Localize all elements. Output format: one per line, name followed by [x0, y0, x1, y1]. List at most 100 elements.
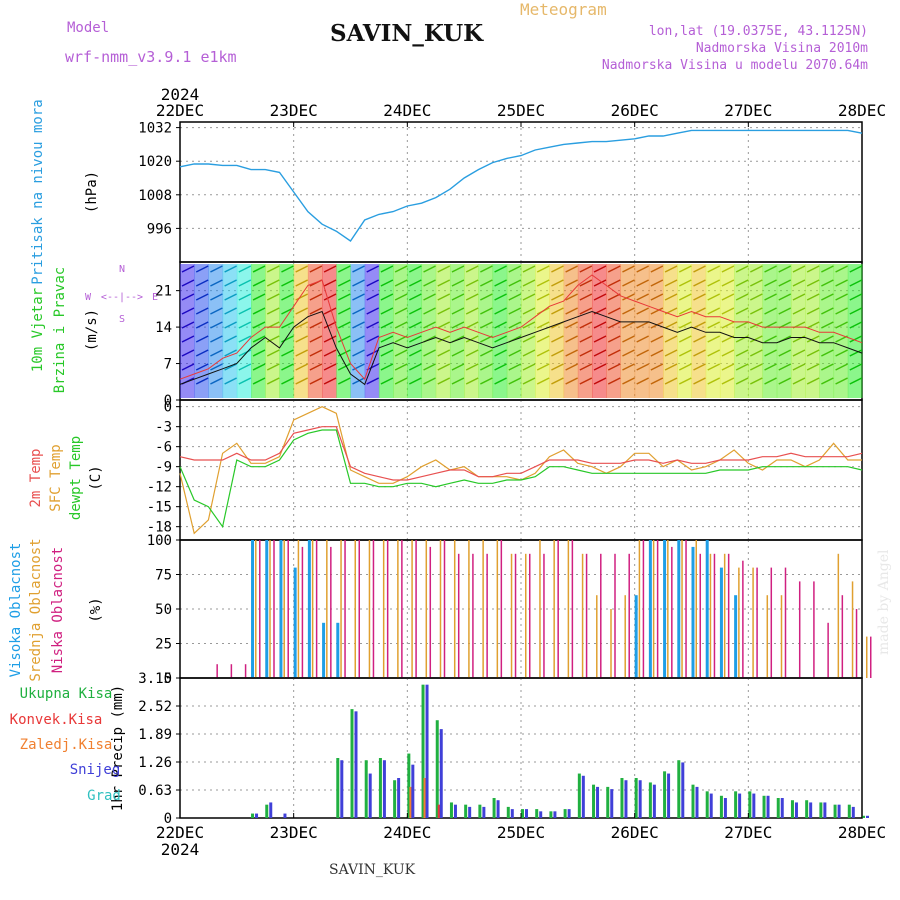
- wind-barb: [806, 349, 820, 357]
- wind-barb: [323, 349, 337, 357]
- cloud-high-bar: [705, 540, 709, 678]
- wind-barb: [579, 321, 593, 329]
- model-elevation-info: Nadmorska Visina u modelu 2070.64m: [601, 58, 868, 73]
- wind-barb: [579, 363, 593, 371]
- x-bottom-year-label: 2024: [161, 840, 200, 859]
- x-top-tick-label: 22DEC: [156, 101, 204, 120]
- wind-barb: [522, 349, 536, 357]
- cloud-low-bar: [798, 581, 801, 678]
- wind-color-band: [606, 264, 621, 398]
- wind-barb: [778, 377, 792, 385]
- wind-barb: [835, 307, 848, 315]
- panel-frame: [179, 121, 863, 263]
- wind-barb: [735, 307, 749, 315]
- precip-total-bar: [464, 804, 468, 818]
- wind-barb: [522, 265, 536, 273]
- cloud-mid-bar: [539, 540, 541, 678]
- precip-total-bar: [705, 791, 709, 818]
- wind-barb: [636, 321, 650, 329]
- wind-barb: [366, 279, 380, 287]
- wind-barb: [281, 377, 294, 385]
- wind-barb: [508, 363, 522, 371]
- wind-barb: [551, 335, 564, 343]
- wind-color-band: [194, 264, 209, 398]
- precip-snow-bar: [496, 800, 500, 818]
- wind-barb: [607, 293, 621, 301]
- cloud-low-bar: [855, 609, 858, 678]
- wind-barb: [764, 335, 777, 343]
- wind-barb: [778, 265, 792, 273]
- wind-barb: [437, 293, 451, 301]
- cloud-low-bar: [273, 540, 275, 678]
- wind-barb: [394, 307, 408, 315]
- wind-barb: [749, 349, 763, 357]
- wind-barb: [181, 349, 195, 357]
- precip-total-bar: [862, 815, 865, 818]
- wind-barb: [749, 363, 763, 371]
- wind-barb: [408, 321, 422, 329]
- wind-barb: [451, 363, 465, 371]
- wind-barb: [408, 349, 422, 357]
- wind-barb: [636, 335, 650, 343]
- precip-total-bar: [719, 795, 723, 818]
- y-tick-label: 0: [164, 393, 172, 409]
- wind-barb: [778, 307, 792, 315]
- wind-barb: [636, 363, 650, 371]
- y-tick-label: -18: [147, 520, 172, 536]
- wind-barb: [508, 279, 522, 287]
- wind-barb: [437, 307, 451, 315]
- wind-barb: [465, 335, 479, 343]
- wind-barb: [622, 321, 635, 329]
- precip-panel: 0 0.63 1.26 1.89 2.52 3.15: [138, 671, 869, 827]
- cloud-mid-bar: [453, 540, 456, 678]
- precip-total-bar: [762, 795, 766, 818]
- cloud-low-bar: [642, 540, 645, 678]
- wind-barb: [607, 307, 621, 315]
- wind-barb: [224, 279, 237, 287]
- precip-snow-bar: [439, 729, 443, 818]
- wind-barb: [451, 279, 465, 287]
- wind-barb: [579, 377, 593, 385]
- wind-color-band: [535, 264, 550, 398]
- wind-barb: [195, 363, 209, 371]
- wind-barb: [295, 335, 309, 343]
- wind-barb: [835, 321, 848, 329]
- wind-barb: [650, 279, 664, 287]
- wind-barb: [394, 321, 408, 329]
- wind-barb: [323, 279, 337, 287]
- wind-barb: [622, 265, 635, 273]
- wind-barb: [607, 265, 621, 273]
- wind-barb: [465, 279, 479, 287]
- wind-barb: [579, 349, 593, 357]
- wind-barb: [366, 363, 380, 371]
- wind-barb: [565, 335, 578, 343]
- wind-barb: [764, 377, 777, 385]
- cloud-low-bar: [628, 553, 630, 678]
- wind-barb: [579, 335, 593, 343]
- wind-barb: [536, 349, 550, 357]
- wind-barb: [352, 349, 365, 357]
- cloud-high-bar: [734, 595, 738, 678]
- wind-barb: [437, 363, 451, 371]
- wind-barb: [451, 349, 465, 357]
- wind-barb: [480, 293, 493, 301]
- wind-barb: [735, 349, 749, 357]
- wind-barb: [735, 321, 749, 329]
- cloud-low-bar: [472, 553, 474, 678]
- compass-south-label: S: [119, 314, 125, 325]
- wind-color-band: [592, 264, 607, 398]
- precip-total-bar: [492, 798, 496, 818]
- wind-barb: [593, 335, 607, 343]
- precip-total-bar: [663, 771, 667, 818]
- pressure-axis-label: Pritisak na nivou mora: [30, 99, 46, 284]
- wind-barb: [195, 377, 209, 385]
- wind-barb: [281, 293, 294, 301]
- wind-barb: [437, 335, 451, 343]
- wind-color-band: [464, 264, 479, 398]
- precip-snow-bar: [539, 811, 543, 818]
- cloud-mid-bar: [780, 595, 783, 678]
- wind-barb: [536, 363, 550, 371]
- wind-barb: [380, 307, 394, 315]
- y-tick-label: 100: [147, 533, 172, 549]
- wind-barb: [465, 307, 479, 315]
